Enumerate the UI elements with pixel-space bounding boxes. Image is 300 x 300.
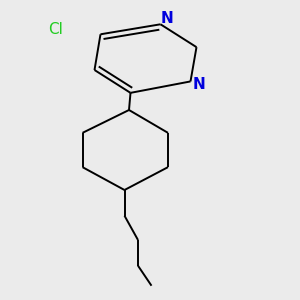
Text: Cl: Cl [48, 22, 63, 38]
Text: N: N [193, 77, 206, 92]
Text: N: N [160, 11, 173, 26]
